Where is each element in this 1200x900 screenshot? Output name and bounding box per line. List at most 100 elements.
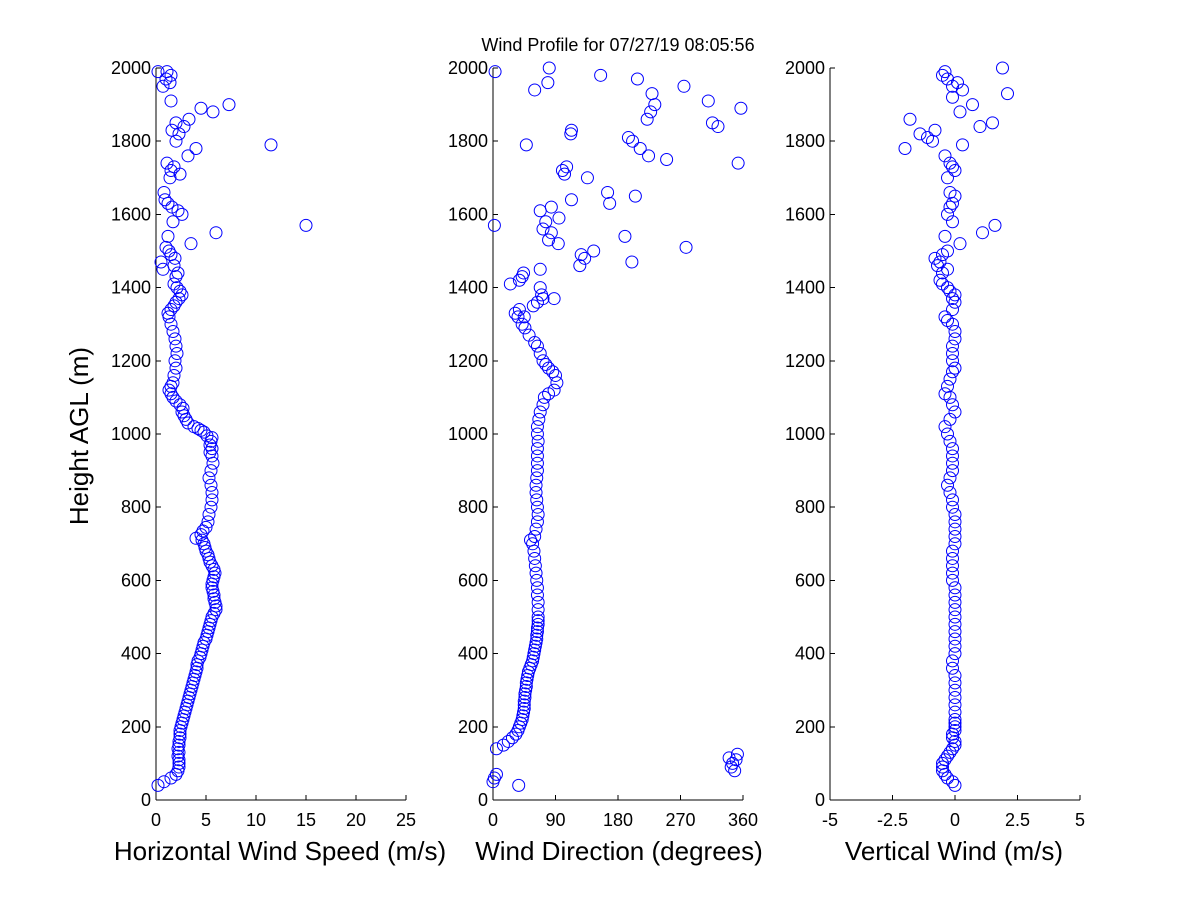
data-point	[489, 742, 503, 756]
x-tick-label: 20	[346, 810, 366, 830]
data-point	[938, 65, 952, 79]
data-point	[966, 98, 979, 112]
data-point	[948, 676, 962, 690]
data-point	[943, 412, 957, 426]
data-point	[160, 65, 174, 79]
data-point	[530, 632, 544, 646]
y-tick-label: 1200	[785, 351, 825, 371]
data-point	[531, 603, 545, 617]
data-point	[948, 595, 962, 609]
data-point	[943, 745, 957, 759]
panel-speed: 0 200 400 600 800 1000 1200 1400 1600 1800 2000 0 5 1…	[64, 58, 446, 866]
data-point	[532, 412, 546, 426]
data-point	[166, 215, 180, 229]
data-point	[948, 617, 962, 631]
data-point	[564, 193, 578, 207]
data-point	[535, 288, 549, 302]
data-point	[953, 105, 967, 119]
data-point	[621, 131, 635, 145]
data-point	[162, 244, 176, 258]
data-point	[948, 325, 962, 339]
data-point	[166, 376, 180, 390]
data-point	[165, 123, 179, 137]
y-tick-label: 1600	[785, 204, 825, 224]
data-point	[203, 445, 217, 459]
data-point	[946, 442, 959, 456]
data-point	[936, 68, 949, 82]
x-tick-label: 2.5	[1005, 810, 1030, 830]
data-point	[946, 196, 959, 210]
data-point	[542, 61, 556, 75]
data-point	[528, 83, 542, 97]
x-tick-label: 25	[396, 810, 416, 830]
data-point	[948, 522, 962, 536]
data-point	[948, 705, 962, 719]
data-point	[948, 691, 962, 705]
data-point	[941, 749, 954, 763]
y-tick-label: 800	[795, 497, 825, 517]
x-axis-label: Vertical Wind (m/s)	[845, 836, 1063, 866]
data-point	[946, 449, 959, 463]
data-point	[202, 471, 216, 485]
data-point	[948, 405, 962, 419]
x-tick-label: 360	[728, 810, 758, 830]
data-point	[299, 218, 313, 232]
data-point	[529, 486, 543, 500]
data-point	[164, 248, 178, 262]
y-tick-label: 800	[458, 497, 488, 517]
data-point	[948, 712, 962, 726]
data-point	[948, 295, 962, 309]
data-point	[531, 595, 545, 609]
data-point	[519, 680, 533, 694]
data-point	[948, 332, 962, 346]
y-tick-label: 600	[458, 570, 488, 590]
x-tick-label: 5	[1075, 810, 1085, 830]
data-point	[512, 778, 526, 792]
data-point	[898, 142, 912, 156]
data-point	[189, 142, 203, 156]
data-point	[936, 760, 949, 774]
data-point	[946, 456, 959, 470]
data-point	[580, 171, 594, 185]
y-tick-label: 1400	[785, 278, 825, 298]
data-point	[988, 218, 1002, 232]
data-point	[948, 647, 962, 661]
data-point	[946, 464, 959, 478]
data-point	[973, 120, 987, 134]
data-point	[946, 398, 959, 412]
data-point	[164, 68, 178, 82]
data-point	[941, 171, 954, 185]
data-point	[931, 259, 944, 273]
data-point	[202, 508, 216, 522]
data-point	[530, 339, 544, 353]
data-point	[172, 738, 186, 752]
data-point	[531, 508, 545, 522]
data-point	[941, 262, 954, 276]
data-point	[626, 134, 640, 148]
data-point	[938, 149, 952, 163]
y-tick-label: 1000	[448, 424, 488, 444]
data-point	[731, 156, 745, 170]
data-point	[264, 138, 278, 152]
data-point	[207, 606, 221, 620]
data-point	[205, 449, 219, 463]
data-point	[205, 493, 219, 507]
data-point	[546, 365, 560, 379]
data-point	[645, 87, 659, 101]
data-point	[195, 533, 209, 547]
data-point	[167, 277, 181, 291]
data-point	[948, 734, 962, 748]
data-point	[531, 434, 545, 448]
data-point	[948, 515, 962, 529]
data-point	[530, 493, 544, 507]
y-tick-label: 400	[458, 644, 488, 664]
data-point	[547, 383, 561, 397]
data-point	[171, 266, 185, 280]
data-point	[544, 200, 558, 214]
data-point	[642, 149, 656, 163]
data-point	[182, 112, 196, 126]
data-point	[946, 500, 959, 514]
data-point	[677, 79, 691, 93]
data-point	[164, 94, 178, 108]
data-point	[168, 354, 182, 368]
